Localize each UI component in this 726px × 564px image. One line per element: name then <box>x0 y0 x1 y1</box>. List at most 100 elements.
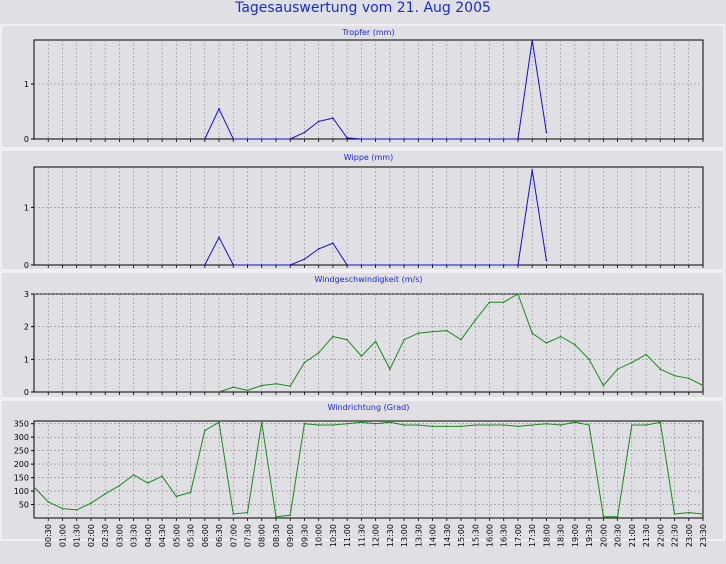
data-point <box>645 353 647 356</box>
y-tick-label: 200 <box>14 460 29 469</box>
data-point <box>374 340 377 343</box>
data-point <box>502 301 505 303</box>
data-point <box>602 384 605 387</box>
x-tick-label: 20:00 <box>599 524 608 547</box>
x-tick-label: 16:30 <box>500 524 509 547</box>
x-tick-label: 13:00 <box>400 524 409 547</box>
x-tick-label: 06:00 <box>201 524 210 547</box>
data-point <box>673 374 676 377</box>
data-point <box>303 258 306 261</box>
x-tick-label: 08:00 <box>258 524 267 547</box>
x-tick-label: 04:30 <box>158 524 167 547</box>
data-point <box>346 137 348 139</box>
data-point <box>417 424 420 426</box>
x-tick-label: 17:30 <box>528 524 537 547</box>
x-tick-label: 06:30 <box>215 524 224 547</box>
x-tick-label: 11:30 <box>357 524 366 547</box>
data-point <box>204 429 206 432</box>
data-point <box>517 425 519 428</box>
x-tick-label: 02:30 <box>101 524 110 547</box>
x-tick-label: 04:00 <box>144 524 153 547</box>
x-tick-label: 05:00 <box>172 524 181 547</box>
x-tick-label: 17:00 <box>514 524 523 547</box>
data-point <box>147 482 149 484</box>
x-tick-label: 13:30 <box>414 524 423 547</box>
data-point <box>332 335 334 338</box>
data-point <box>175 495 178 498</box>
data-point <box>61 507 64 510</box>
chart-panel-2: Wippe (mm) 0 1 <box>0 149 725 271</box>
data-point <box>702 513 704 515</box>
data-point <box>645 424 647 426</box>
data-point <box>161 475 163 478</box>
chart-title: Windgeschwindigkeit (m/s) <box>314 275 422 284</box>
x-tick-label: 21:00 <box>628 524 637 547</box>
data-point <box>118 484 121 487</box>
data-point <box>332 242 334 244</box>
data-point <box>389 421 391 424</box>
chart-panel-1: Tropfer (mm) 0 1 <box>0 24 725 149</box>
y-tick-label: 2 <box>24 323 29 332</box>
data-point <box>588 358 590 361</box>
data-point <box>332 424 334 426</box>
x-tick-label: 15:00 <box>457 524 466 547</box>
plot-area <box>33 420 704 519</box>
x-tick-label: 08:30 <box>272 524 281 547</box>
x-tick-label: 10:30 <box>329 524 338 547</box>
x-tick-label: 02:00 <box>87 524 96 547</box>
x-tick-label: 01:00 <box>58 524 67 547</box>
y-tick-label: 0 <box>24 135 29 144</box>
x-tick-label: 22:30 <box>671 524 680 547</box>
data-point <box>531 424 533 426</box>
plot-area <box>33 166 704 266</box>
data-point <box>389 368 391 370</box>
y-tick-label: 0 <box>24 388 29 397</box>
plot-area <box>33 293 704 393</box>
data-point <box>531 39 533 41</box>
x-tick-label: 01:30 <box>73 524 82 547</box>
data-point <box>545 422 548 425</box>
chart-title: Windrichtung (Grad) <box>328 403 410 412</box>
data-point <box>545 342 548 344</box>
x-tick-label: 20:30 <box>614 524 623 547</box>
data-point <box>559 424 562 426</box>
data-point <box>531 169 533 171</box>
y-tick-label: 350 <box>14 420 29 429</box>
chart-panel-3: Windgeschwindigkeit (m/s) 0 1 2 3 <box>0 271 725 399</box>
x-tick-label: 14:30 <box>443 524 452 547</box>
data-point <box>431 425 434 428</box>
data-point <box>417 332 420 335</box>
plot-area <box>33 39 704 140</box>
data-point <box>232 513 235 515</box>
data-point <box>403 338 405 341</box>
data-point <box>132 474 135 476</box>
data-point <box>673 513 676 515</box>
x-tick-label: 03:00 <box>115 524 124 547</box>
data-point <box>332 117 334 119</box>
chart-panel-4: Windrichtung (Grad) 50 100 150 200 250 300 350 <box>0 399 725 541</box>
data-point <box>47 501 50 503</box>
series-line <box>33 421 704 518</box>
data-point <box>460 425 462 428</box>
data-point <box>360 421 363 424</box>
data-point <box>403 424 405 426</box>
data-point <box>275 383 277 385</box>
data-point <box>346 422 348 425</box>
data-point <box>75 509 78 511</box>
x-tick-label: 12:00 <box>372 524 381 547</box>
x-tick-label: 23:00 <box>685 524 694 547</box>
y-tick-label: 100 <box>14 487 29 496</box>
data-point <box>517 293 519 295</box>
x-tick-label: 09:30 <box>300 524 309 547</box>
x-tick-label: 09:00 <box>286 524 295 547</box>
x-tick-label: 18:30 <box>557 524 566 547</box>
data-point <box>33 486 35 488</box>
y-tick-label: 1 <box>24 203 29 212</box>
x-tick-label: 15:30 <box>471 524 480 547</box>
data-point <box>260 421 263 424</box>
data-point <box>616 368 619 370</box>
data-point <box>659 421 662 424</box>
data-point <box>346 338 348 341</box>
x-tick-label: 03:30 <box>130 524 139 547</box>
